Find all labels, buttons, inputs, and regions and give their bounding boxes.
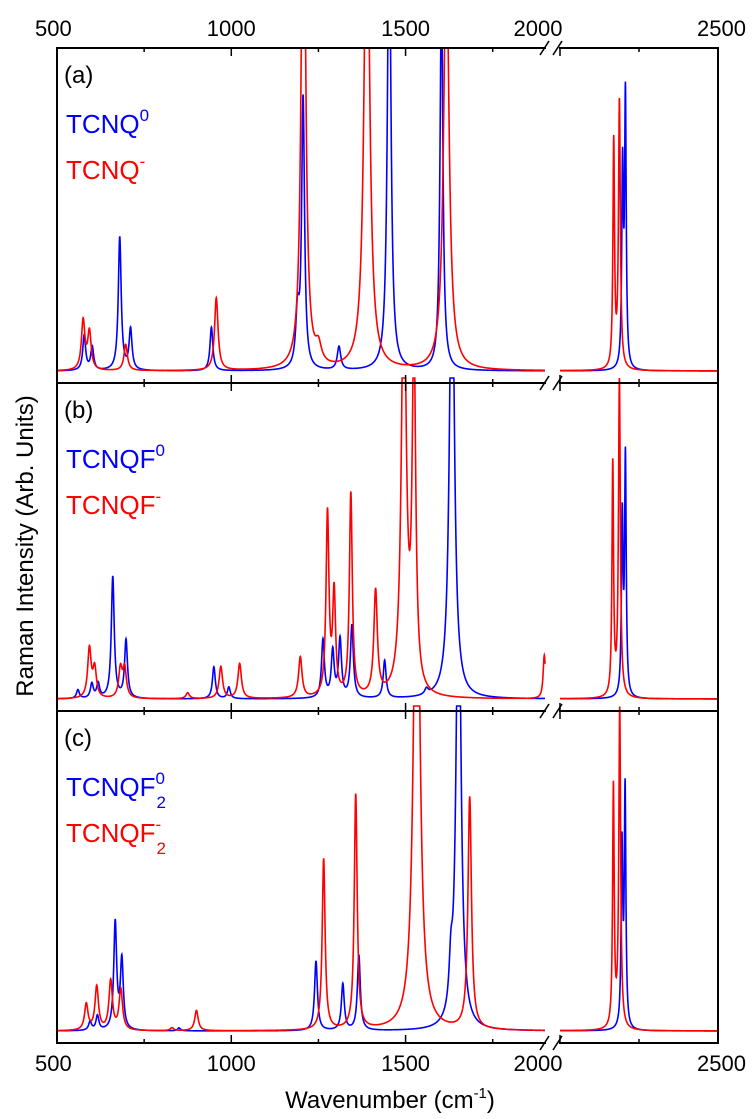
series-line-2-neutral-seg1 (57, 377, 545, 700)
axis-break-top (539, 40, 563, 56)
plot-frame (56, 47, 719, 1044)
legend-entry: TCNQF-2 (66, 815, 166, 858)
axis-break-mid2 (539, 703, 563, 719)
series-line-1-neutral-seg1 (57, 48, 545, 372)
series-line-2-anion-seg2 (560, 377, 718, 700)
series-line-3-neutral-seg2 (560, 778, 718, 1032)
legend-entry: TCNQ0 (66, 106, 149, 139)
bottom-tick-label: 2000 (514, 1051, 563, 1076)
series-line-1-neutral-seg2 (560, 81, 718, 372)
legend-entry: TCNQF0 (66, 441, 165, 474)
panel-label: (b) (64, 397, 93, 424)
legend-entry: TCNQ- (66, 152, 145, 185)
panel-2 (57, 377, 718, 700)
top-tick-label: 2500 (697, 16, 746, 41)
legend-panel-1: TCNQ0 TCNQ- (66, 106, 149, 185)
bottom-tick-label: 1500 (381, 1051, 430, 1076)
axis-break-bottom (539, 1035, 563, 1051)
axis-break-mid1 (539, 375, 563, 391)
top-tick-label: 2000 (514, 16, 563, 41)
bottom-tick-label: 1000 (207, 1051, 256, 1076)
series-line-2-anion-seg1 (57, 377, 546, 700)
top-tick-label: 500 (35, 16, 72, 41)
series-line-1-anion-seg1 (57, 48, 545, 372)
x-axis-title: Wavenumber (cm-1) (285, 1085, 495, 1114)
bottom-tick-label: 500 (35, 1051, 72, 1076)
series-line-3-anion-seg1 (57, 705, 545, 1032)
panel-label: (c) (64, 725, 92, 752)
y-axis-title: Raman Intensity (Arb. Units) (12, 395, 39, 696)
legend-entry: TCNQF0 2 (66, 769, 166, 812)
bottom-tick-label: 2500 (697, 1051, 746, 1076)
legend-panel-2: TCNQF0 TCNQF- (66, 441, 165, 520)
panel-1 (57, 48, 718, 372)
legend-entry: TCNQF- (66, 487, 161, 520)
panel-3 (57, 705, 718, 1032)
series-line-1-anion-seg2 (560, 97, 718, 372)
top-tick-label: 1000 (207, 16, 256, 41)
top-tick-label: 1500 (381, 16, 430, 41)
panel-label: (a) (64, 62, 93, 89)
series-line-2-neutral-seg2 (560, 446, 718, 700)
series-line-3-anion-seg2 (560, 706, 718, 1032)
